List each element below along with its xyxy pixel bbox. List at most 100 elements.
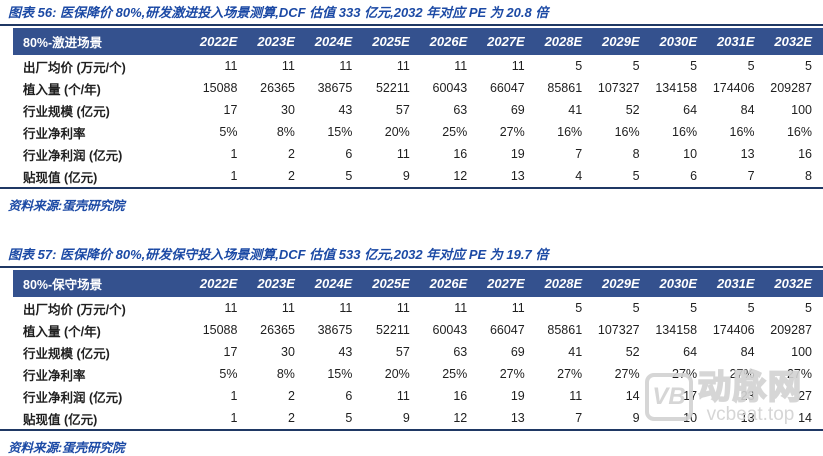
value-cell: 15%: [327, 125, 353, 139]
value-cell: 85861: [547, 81, 583, 95]
value-cell: 69: [510, 103, 525, 117]
value-cell: 27: [798, 389, 812, 403]
value-cell: 1: [230, 411, 238, 425]
value-cell: 14: [798, 411, 812, 425]
year-header-cell: 2030E: [650, 270, 709, 297]
value-cell: 52: [625, 103, 640, 117]
table-row: 植入量 (个/年) 15088 26365 38675 52211 60043 66047 8…: [13, 319, 823, 341]
value-cell: 11: [396, 301, 410, 315]
figure-57: 图表 57: 医保降价 80%,研发保守投入场景测算,DCF 估值 533 亿元…: [0, 242, 823, 456]
value-cell: 9: [402, 169, 410, 183]
row-label-cell: 贴现值 (亿元): [23, 412, 98, 427]
row-label-cell: 植入量 (个/年): [23, 324, 101, 339]
scenario-label: 80%-保守场景: [13, 270, 191, 297]
value-cell: 100: [791, 103, 812, 117]
value-cell: 10: [683, 411, 698, 425]
value-cell: 16%: [786, 125, 812, 139]
value-cell: 17: [223, 345, 238, 359]
value-cell: 30: [281, 103, 295, 117]
value-cell: 8: [632, 147, 640, 161]
table-row: 行业净利润 (亿元) 1 2 6 11 16 19 7 8 10 13 16: [13, 143, 823, 165]
value-cell: 16: [798, 147, 812, 161]
value-cell: 5: [345, 169, 353, 183]
row-label-cell: 行业规模 (亿元): [23, 346, 110, 361]
value-cell: 16%: [614, 125, 640, 139]
value-cell: 17: [223, 103, 238, 117]
value-cell: 11: [511, 301, 525, 315]
value-cell: 5: [805, 301, 812, 315]
value-cell: 60043: [432, 81, 468, 95]
value-cell: 27%: [614, 367, 640, 381]
value-cell: 11: [396, 59, 410, 73]
value-cell: 27%: [729, 367, 755, 381]
value-cell: 66047: [489, 81, 525, 95]
year-header-cell: 2028E: [535, 270, 594, 297]
value-cell: 27%: [499, 367, 525, 381]
value-cell: 5: [690, 301, 698, 315]
table-row: 贴现值 (亿元) 1 2 5 9 12 13 4 5 6 7 8: [13, 165, 823, 187]
figure-56-title: 图表 56: 医保降价 80%,研发激进投入场景测算,DCF 估值 333 亿元…: [8, 5, 549, 20]
value-cell: 41: [568, 345, 583, 359]
year-header-cell: 2024E: [305, 270, 364, 297]
row-label-cell: 出厂均价 (万元/个): [23, 60, 126, 75]
value-cell: 7: [575, 147, 583, 161]
figure-56: 图表 56: 医保降价 80%,研发激进投入场景测算,DCF 估值 333 亿元…: [0, 0, 823, 214]
title-rule: [0, 24, 823, 26]
value-cell: 19: [510, 147, 525, 161]
value-cell: 16%: [729, 125, 755, 139]
value-cell: 19: [510, 389, 525, 403]
value-cell: 11: [224, 59, 238, 73]
table-header-row: 80%-保守场景 2022E 2023E 2024E 2025E 2026E 2027E 20…: [13, 270, 823, 297]
value-cell: 69: [510, 345, 525, 359]
value-cell: 85861: [547, 323, 583, 337]
value-cell: 5: [345, 411, 353, 425]
value-cell: 52211: [375, 81, 410, 95]
value-cell: 174406: [712, 323, 755, 337]
value-cell: 134158: [655, 323, 698, 337]
value-cell: 2: [287, 169, 295, 183]
value-cell: 5: [747, 301, 755, 315]
year-header-cell: 2024E: [305, 28, 364, 55]
value-cell: 2: [287, 147, 295, 161]
value-cell: 8%: [276, 125, 295, 139]
value-cell: 16%: [557, 125, 583, 139]
value-cell: 5: [575, 301, 583, 315]
source-line: 资料来源:蛋壳研究院: [8, 199, 125, 213]
row-label-cell: 行业净利率: [23, 368, 86, 383]
value-cell: 66047: [489, 323, 525, 337]
value-cell: 5: [805, 59, 812, 73]
value-cell: 84: [740, 345, 755, 359]
value-cell: 60043: [432, 323, 468, 337]
table-row: 行业净利率 5% 8% 15% 20% 25% 27% 16% 16% 16% 16% 16%: [13, 121, 823, 143]
year-header-cell: 2029E: [593, 270, 651, 297]
year-header-cell: 2022E: [191, 28, 249, 55]
value-cell: 11: [281, 59, 295, 73]
table-row: 行业净利率 5% 8% 15% 20% 25% 27% 27% 27% 27% 27% 27%: [13, 363, 823, 385]
value-cell: 1: [230, 389, 238, 403]
value-cell: 27%: [786, 367, 812, 381]
row-label-cell: 行业净利率: [23, 126, 86, 141]
value-cell: 5: [690, 59, 698, 73]
value-cell: 12: [453, 411, 468, 425]
value-cell: 57: [395, 345, 410, 359]
scenario-label: 80%-激进场景: [13, 28, 191, 55]
table-row: 行业规模 (亿元) 17 30 43 57 63 69 41 52 64 84 100: [13, 99, 823, 121]
value-cell: 8: [805, 169, 812, 183]
value-cell: 9: [632, 411, 640, 425]
table-bottom-rule: [0, 187, 823, 189]
value-cell: 26365: [260, 81, 295, 95]
row-label-cell: 行业净利润 (亿元): [23, 148, 123, 163]
year-header-cell: 2027E: [478, 28, 536, 55]
value-cell: 16: [453, 147, 468, 161]
value-cell: 16%: [672, 125, 698, 139]
row-label-cell: 出厂均价 (万元/个): [23, 302, 126, 317]
value-cell: 5: [632, 301, 640, 315]
value-cell: 6: [690, 169, 698, 183]
value-cell: 63: [453, 103, 468, 117]
year-header-cell: 2030E: [650, 28, 709, 55]
value-cell: 20%: [384, 125, 410, 139]
value-cell: 11: [339, 301, 353, 315]
value-cell: 100: [791, 345, 812, 359]
value-cell: 5: [747, 59, 755, 73]
value-cell: 7: [575, 411, 583, 425]
